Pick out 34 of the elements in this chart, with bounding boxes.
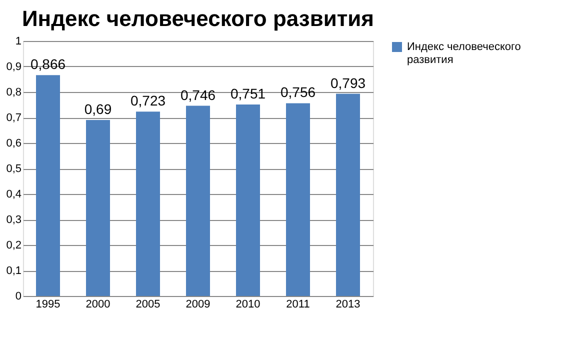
- y-tick-label: 0,3: [6, 214, 22, 226]
- y-tick-label: 0,7: [6, 112, 22, 124]
- bar: [86, 120, 110, 296]
- y-tick-label: 0,4: [6, 188, 22, 200]
- x-tick-label: 2013: [336, 298, 360, 310]
- y-tick-label: 0,1: [6, 265, 22, 277]
- x-tick-label: 2011: [286, 298, 310, 310]
- x-tick-label: 2005: [136, 298, 160, 310]
- x-tick-label: 2009: [186, 298, 210, 310]
- y-tick-label: 0,8: [6, 86, 22, 98]
- data-label: 0,756: [280, 84, 316, 100]
- x-tick-label: 1995: [36, 298, 60, 310]
- bar: [36, 75, 60, 296]
- data-label: 0,746: [180, 86, 216, 103]
- y-tick-label: 0,5: [6, 163, 22, 175]
- data-label: 0,866: [30, 56, 66, 72]
- data-label: 0,723: [130, 92, 166, 109]
- y-tick-label: 0,2: [6, 240, 22, 252]
- y-tick-label: 0,6: [6, 138, 22, 150]
- chart-title: Индекс человеческого развития: [22, 6, 374, 31]
- bar: [236, 104, 260, 296]
- y-tick-label: 1: [15, 36, 22, 48]
- y-tick-label: 0,9: [6, 61, 22, 73]
- legend-label: Индекс человеческого развития: [407, 41, 521, 66]
- bar: [286, 103, 310, 296]
- x-tick-label: 2000: [86, 298, 110, 310]
- x-tick-label: 2010: [236, 298, 260, 310]
- bar: [186, 106, 210, 296]
- data-label: 0,751: [230, 85, 266, 102]
- y-tick-label: 0: [15, 290, 22, 302]
- data-label: 0,793: [330, 74, 366, 91]
- bar: [136, 112, 160, 296]
- data-label: 0,69: [84, 101, 112, 118]
- bar: [336, 94, 360, 296]
